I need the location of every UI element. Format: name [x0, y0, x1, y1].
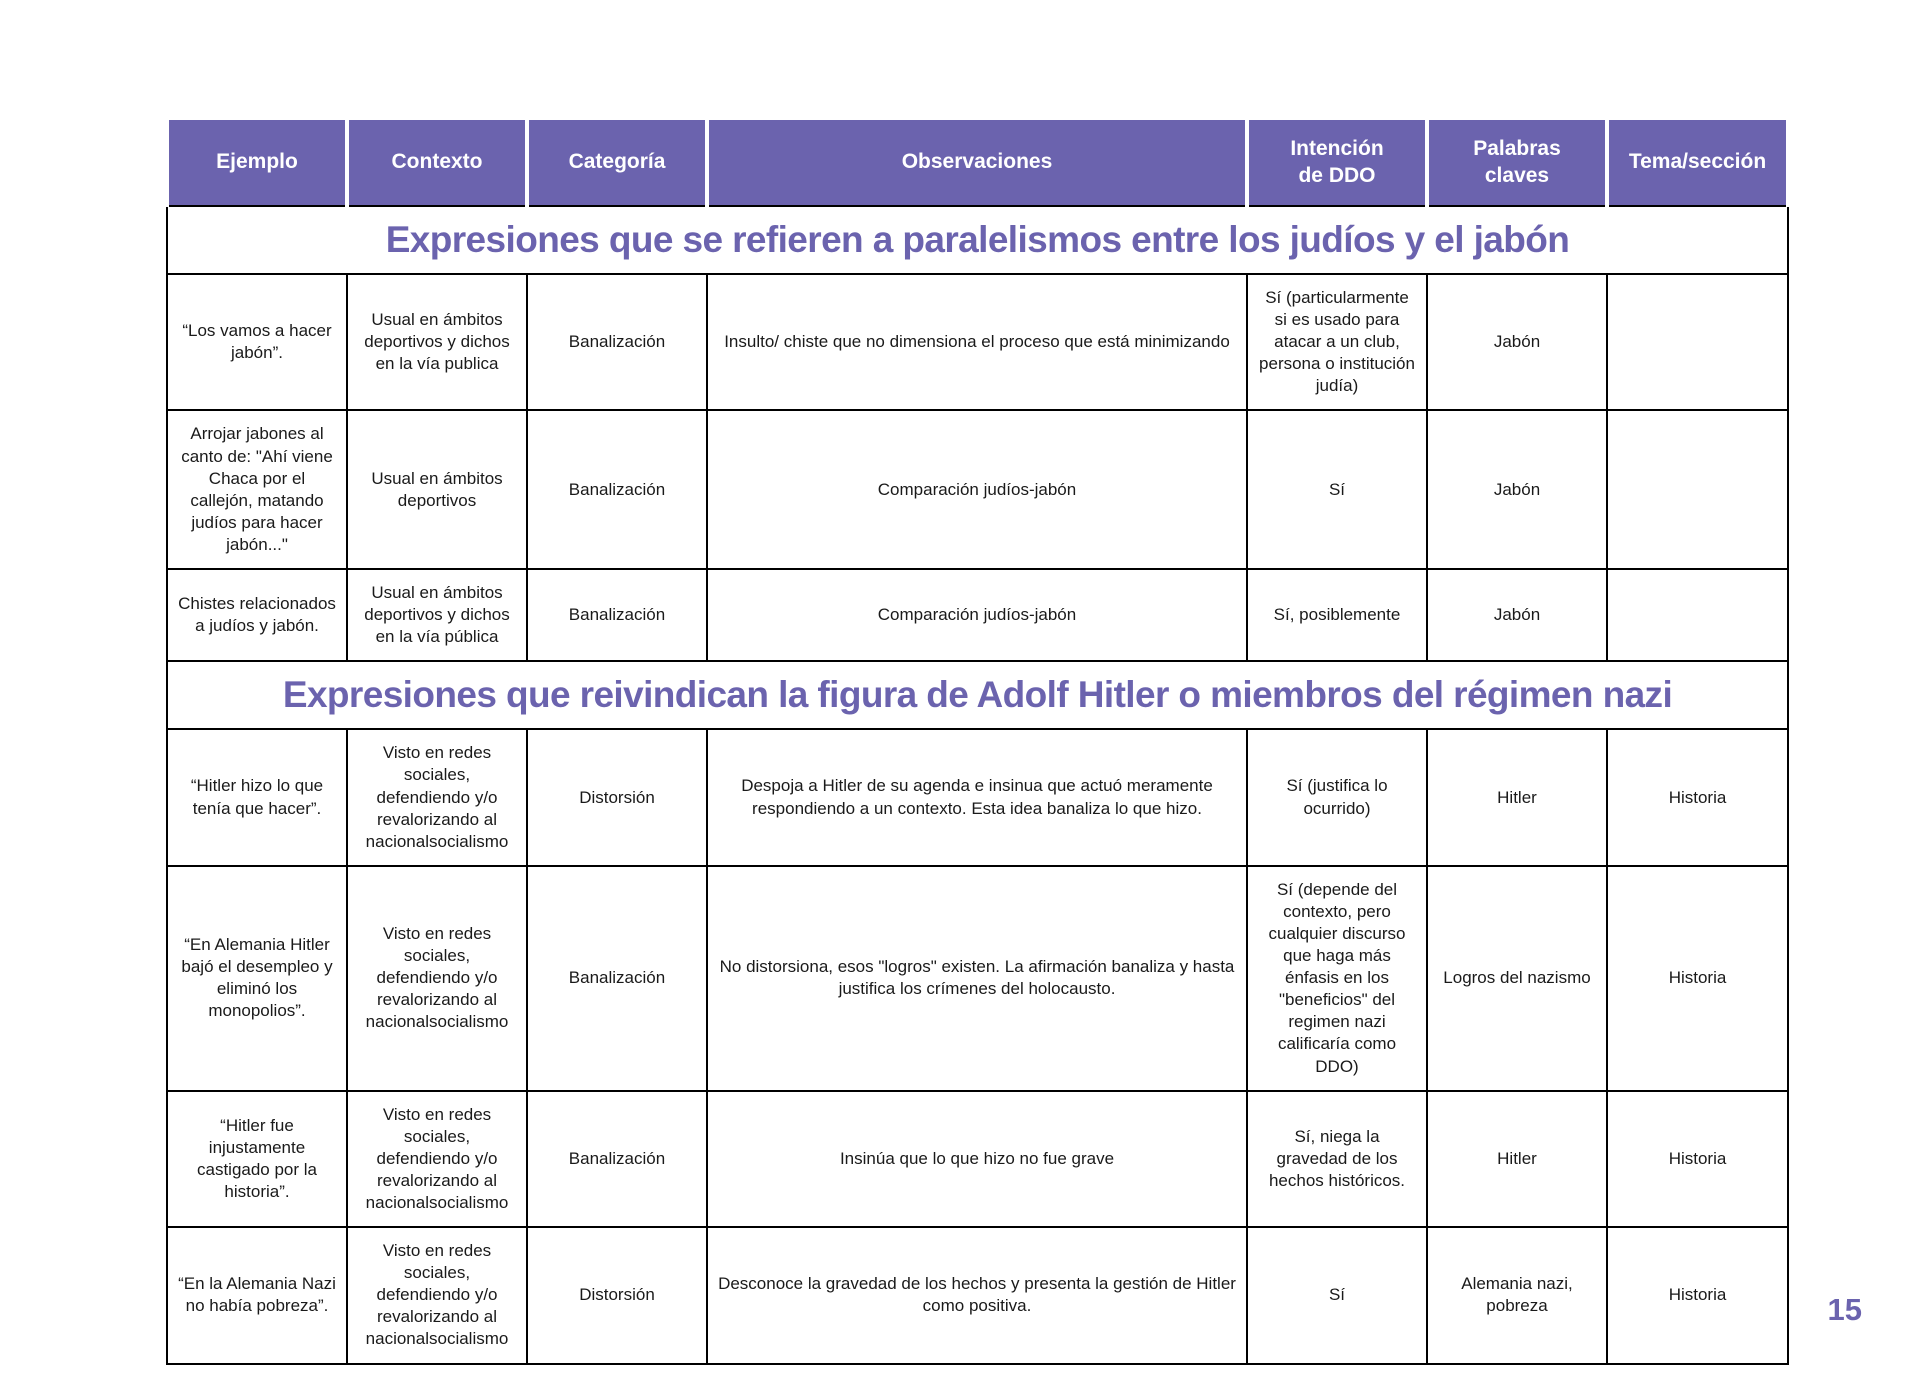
table-cell: Sí, posiblemente	[1246, 568, 1428, 663]
table-cell	[1606, 568, 1789, 663]
table-row: “Los vamos a hacer jabón”. Usual en ámbit…	[166, 272, 1789, 412]
table-row: Chistes relacionados a judíos y jabón. Us…	[166, 568, 1789, 663]
section-title-row: Expresiones que se refieren a paralelism…	[166, 205, 1789, 275]
table-cell: Comparación judíos-jabón	[706, 409, 1248, 571]
section-title: Expresiones que reivindican la figura de…	[166, 660, 1789, 731]
table-cell: Alemania nazi, pobreza	[1426, 1226, 1608, 1365]
table-row: “En Alemania Hitler bajó el desempleo y …	[166, 864, 1789, 1092]
table-cell: Usual en ámbitos deportivos y dichos en …	[346, 568, 528, 663]
table-row: “En la Alemania Nazi no había pobreza”. V…	[166, 1226, 1789, 1365]
section-title-row: Expresiones que reivindican la figura de…	[166, 660, 1789, 731]
table-cell: Jabón	[1426, 409, 1608, 571]
table-row: “Hitler hizo lo que tenía que hacer”. Vis…	[166, 728, 1789, 867]
table-cell	[1606, 409, 1789, 571]
table-cell: Sí	[1246, 409, 1428, 571]
table-cell: Comparación judíos-jabón	[706, 568, 1248, 663]
table-header: Ejemplo Contexto Categoría Observaciones…	[165, 116, 1790, 207]
table-cell: “Hitler hizo lo que tenía que hacer”.	[166, 728, 348, 867]
column-header-palabras-claves: Palabras claves	[1425, 116, 1609, 207]
table-cell	[1606, 272, 1789, 412]
column-header-tema-seccion: Tema/sección	[1605, 116, 1790, 207]
table-cell: Usual en ámbitos deportivos	[346, 409, 528, 571]
table-cell: Usual en ámbitos deportivos y dichos en …	[346, 272, 528, 412]
page-number: 15	[1827, 1292, 1862, 1327]
table-cell: “Hitler fue injustamente castigado por l…	[166, 1089, 348, 1229]
table-cell: Visto en redes sociales, defendiendo y/o…	[346, 1226, 528, 1365]
table-cell: Hitler	[1426, 728, 1608, 867]
table-cell: Visto en redes sociales, defendiendo y/o…	[346, 864, 528, 1092]
table-cell: Visto en redes sociales, defendiendo y/o…	[346, 1089, 528, 1229]
table-cell: Distorsión	[526, 1226, 708, 1365]
table-cell: Sí (depende del contexto, pero cualquier…	[1246, 864, 1428, 1092]
table-cell: Distorsión	[526, 728, 708, 867]
table-cell: Visto en redes sociales, defendiendo y/o…	[346, 728, 528, 867]
column-header-contexto: Contexto	[345, 116, 529, 207]
table-row: Arrojar jabones al canto de: "Ahí viene …	[166, 409, 1789, 571]
table-cell: Historia	[1606, 728, 1789, 867]
table-cell: “En la Alemania Nazi no había pobreza”.	[166, 1226, 348, 1365]
table-cell: Banalización	[526, 1089, 708, 1229]
table-cell: Desconoce la gravedad de los hechos y pr…	[706, 1226, 1248, 1365]
column-header-intencion-ddo: Intención de DDO	[1245, 116, 1429, 207]
table-cell: “En Alemania Hitler bajó el desempleo y …	[166, 864, 348, 1092]
table-cell: Arrojar jabones al canto de: "Ahí viene …	[166, 409, 348, 571]
table-cell: Logros del nazismo	[1426, 864, 1608, 1092]
header-row: Ejemplo Contexto Categoría Observaciones…	[165, 116, 1790, 207]
table-cell: Historia	[1606, 1226, 1789, 1365]
table-cell: Banalización	[526, 272, 708, 412]
table-cell: Sí (justifica lo ocurrido)	[1246, 728, 1428, 867]
ddo-expressions-table: Ejemplo Contexto Categoría Observaciones…	[165, 116, 1790, 1365]
section-title: Expresiones que se refieren a paralelism…	[166, 205, 1789, 275]
column-header-categoria: Categoría	[525, 116, 709, 207]
table-row: “Hitler fue injustamente castigado por l…	[166, 1089, 1789, 1229]
table-cell: Chistes relacionados a judíos y jabón.	[166, 568, 348, 663]
table-cell: Banalización	[526, 568, 708, 663]
table-cell: No distorsiona, esos "logros" existen. L…	[706, 864, 1248, 1092]
table-cell: “Los vamos a hacer jabón”.	[166, 272, 348, 412]
table-cell: Sí	[1246, 1226, 1428, 1365]
table-cell: Banalización	[526, 409, 708, 571]
table-cell: Hitler	[1426, 1089, 1608, 1229]
column-header-ejemplo: Ejemplo	[165, 116, 349, 207]
table-cell: Insinúa que lo que hizo no fue grave	[706, 1089, 1248, 1229]
table-cell: Sí, niega la gravedad de los hechos hist…	[1246, 1089, 1428, 1229]
table-cell: Sí (particularmente si es usado para ata…	[1246, 272, 1428, 412]
table-cell: Jabón	[1426, 272, 1608, 412]
table-cell: Insulto/ chiste que no dimensiona el pro…	[706, 272, 1248, 412]
table-cell: Jabón	[1426, 568, 1608, 663]
table-cell: Despoja a Hitler de su agenda e insinua …	[706, 728, 1248, 867]
table-body: Expresiones que se refieren a paralelism…	[166, 205, 1789, 1365]
table-cell: Historia	[1606, 864, 1789, 1092]
table-cell: Banalización	[526, 864, 708, 1092]
column-header-observaciones: Observaciones	[705, 116, 1249, 207]
table-cell: Historia	[1606, 1089, 1789, 1229]
